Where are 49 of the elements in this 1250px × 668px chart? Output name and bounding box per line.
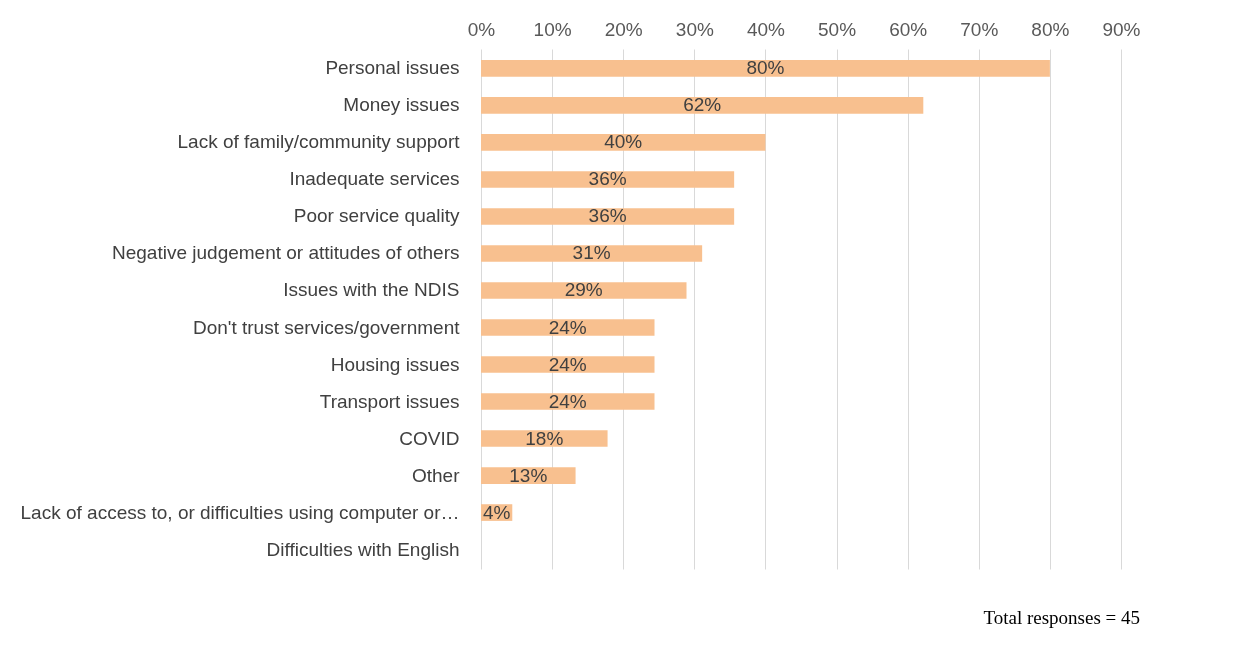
y-tick-label: Money issues: [343, 94, 460, 116]
x-tick-label: 80%: [1031, 18, 1070, 40]
y-tick-label: Personal issues: [325, 57, 460, 79]
y-tick-label: Housing issues: [330, 353, 460, 375]
data-label: 18%: [525, 427, 564, 449]
bar: [481, 393, 655, 410]
bar: [481, 319, 655, 336]
bar: [481, 97, 924, 114]
x-tick-label: 0%: [467, 18, 496, 40]
y-tick-label: COVID: [399, 427, 460, 449]
y-tick-label: Issues with the NDIS: [283, 279, 460, 301]
data-label: 13%: [509, 464, 548, 486]
text: Total responses = 45: [983, 607, 1141, 628]
bar: [481, 208, 735, 225]
x-tick-label: 50%: [818, 18, 857, 40]
bar: [481, 60, 1050, 77]
y-tick-label: Transport issues: [319, 390, 460, 412]
bar: [481, 171, 735, 188]
y-tick-label: Inadequate services: [289, 168, 460, 190]
y-tick-label: Lack of family/community support: [177, 131, 461, 153]
bar: [481, 356, 655, 373]
x-tick-label: 40%: [746, 18, 786, 40]
x-tick-label: 90%: [1102, 18, 1141, 40]
x-tick-label: 70%: [960, 18, 999, 40]
x-tick-label: 10%: [533, 18, 572, 40]
data-label: 29%: [564, 279, 603, 301]
bar: [481, 134, 766, 151]
data-label: 40%: [604, 131, 643, 153]
bar: [481, 430, 608, 447]
y-tick-label: Negative judgement or attitudes of others: [112, 242, 460, 264]
data-label: 24%: [548, 390, 587, 412]
data-label: 24%: [548, 353, 587, 375]
x-tick-label: 30%: [675, 18, 714, 40]
data-label: 31%: [572, 242, 611, 264]
data-label: 4%: [482, 501, 511, 523]
y-tick-label: Other: [411, 464, 461, 486]
y-tick-label: Lack of access to, or difficulties using computer or…: [20, 501, 460, 523]
data-label: 36%: [588, 168, 627, 190]
x-tick-label: 20%: [604, 18, 643, 40]
y-tick-label: Poor service quality: [293, 205, 460, 227]
data-label: 80%: [746, 57, 785, 79]
bar: [481, 245, 703, 262]
x-tick-label: 60%: [889, 18, 928, 40]
bar: [481, 282, 687, 299]
data-label: 24%: [548, 316, 587, 338]
data-label: 36%: [588, 205, 627, 227]
y-tick-label: Difficulties with English: [266, 538, 460, 560]
y-tick-label: Don't trust services/government: [192, 316, 461, 338]
data-label: 62%: [683, 94, 722, 116]
